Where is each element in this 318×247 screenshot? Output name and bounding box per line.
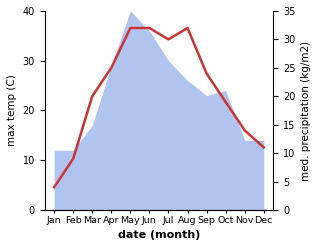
- X-axis label: date (month): date (month): [118, 230, 200, 240]
- Y-axis label: max temp (C): max temp (C): [7, 75, 17, 146]
- Y-axis label: med. precipitation (kg/m2): med. precipitation (kg/m2): [301, 40, 311, 181]
